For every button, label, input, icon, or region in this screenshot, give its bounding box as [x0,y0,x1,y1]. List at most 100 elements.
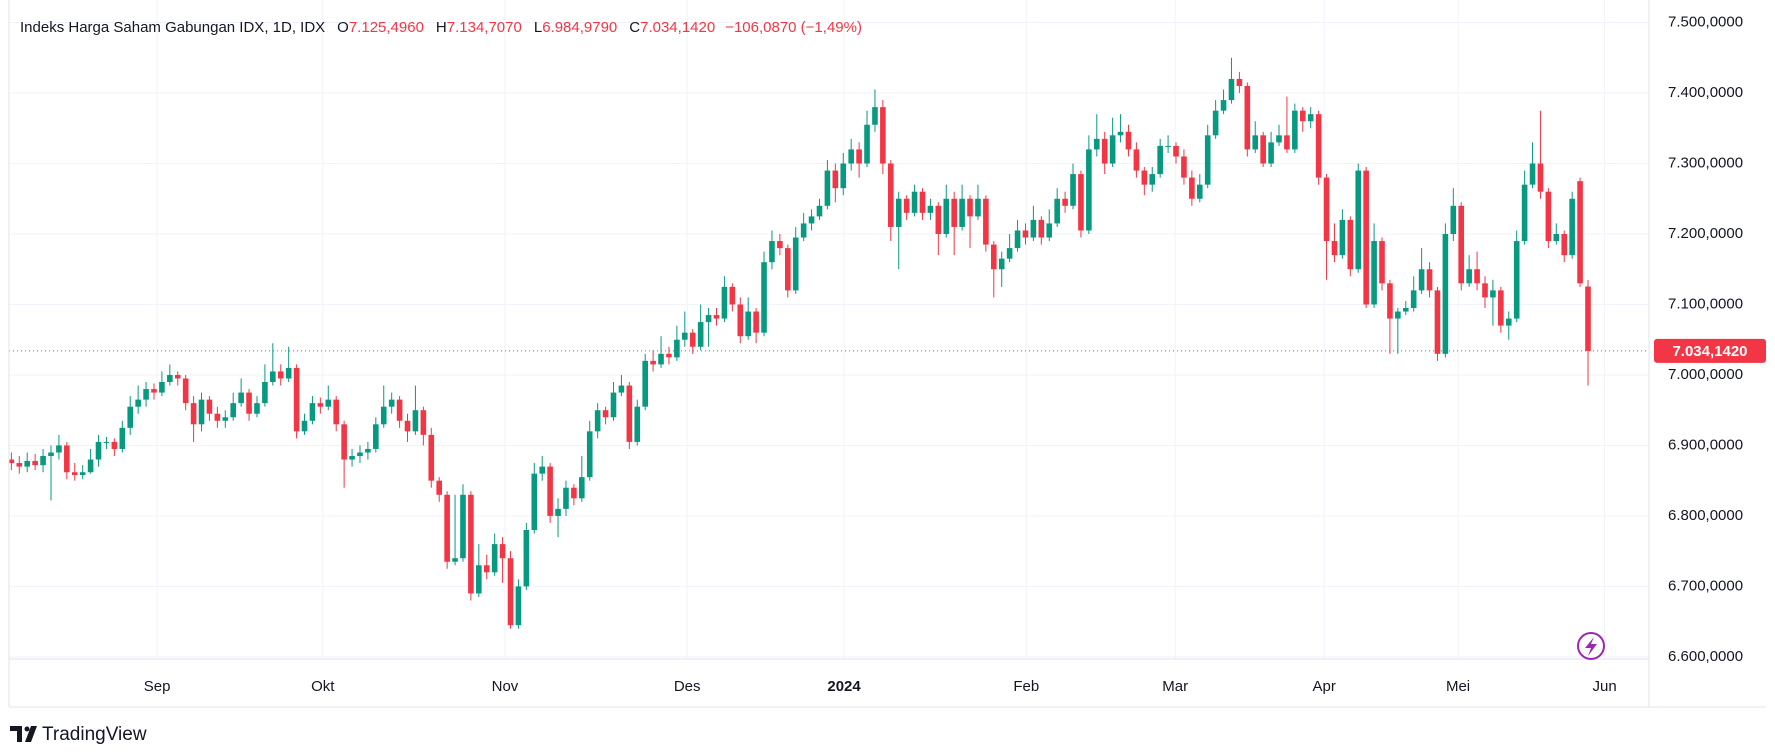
candle-body [840,163,847,189]
candle-body [848,149,854,164]
axes: 6.600,0000 6.700,0000 6.800,0000 6.900,0000… [144,14,1766,695]
x-tick-label: Jun [1593,678,1617,695]
candle-body [515,586,522,626]
candle-body [1236,78,1243,86]
candle-body [293,367,300,432]
x-tick-label: Nov [492,678,519,695]
candle-body [190,403,197,425]
candle-body [523,530,530,587]
candle-body [1189,177,1195,199]
candle-body [436,480,443,495]
candle-body [539,466,545,474]
y-tick-label: 7.100,0000 [1668,295,1743,312]
candle-body [824,170,831,206]
candle-body [887,163,894,227]
candle-body [1149,174,1156,185]
candle-body [79,472,86,476]
candle-body [428,434,435,481]
candle-body [737,304,744,337]
candle-body [222,417,229,421]
candle-body [1569,198,1575,256]
candle-body [705,315,712,323]
replay-icon[interactable] [1577,632,1605,660]
candle-body [1371,241,1377,305]
x-tick-label: Feb [1013,678,1039,695]
candle-body [262,382,268,404]
candle-body [1442,233,1449,354]
candle-body [491,544,498,573]
candle-body [412,410,419,432]
candle-body [95,441,102,460]
candle-body [460,494,466,559]
candle-body [1165,145,1171,147]
candle-body [1426,269,1433,291]
candle-body [1537,163,1544,192]
y-tick-label: 6.800,0000 [1668,507,1743,524]
candle-body [864,124,870,164]
candle-body [903,198,910,213]
candle-body [1086,149,1092,231]
candle-body [531,473,538,531]
candle-body [206,399,213,414]
candle-body [1070,174,1076,206]
brand-logo [10,726,37,742]
candle-body [1204,135,1211,185]
legend: Indeks Harga Saham Gabungan IDX, 1D, IDX… [20,19,862,36]
candle-body [1212,110,1219,136]
candle-body [927,205,934,213]
y-tick-label: 7.400,0000 [1668,84,1743,101]
candle-body [270,371,276,383]
candle-body [365,448,371,453]
candle-body [1196,184,1203,199]
candle-body [1379,241,1385,284]
candle-body [1292,110,1298,150]
legend-key: H [436,19,447,36]
candle-body [238,392,244,404]
candle-body [1054,198,1060,224]
candle-body [396,399,403,421]
candle-body [872,107,878,125]
candle-body [1284,135,1290,150]
candle-body [769,241,775,263]
candle-body [547,466,553,516]
legend-value: 7.125,4960 [349,19,424,36]
legend-key: L [534,19,542,36]
candle-body [1022,230,1029,238]
candle-body [56,445,62,453]
candle-body [285,367,292,379]
candle-body [1093,138,1100,150]
candle-body [832,170,839,189]
candle-body [792,237,799,291]
candle-body [119,427,126,449]
brand-name: TradingView [42,724,147,745]
candle-body [182,378,189,404]
brand[interactable]: TradingView [10,724,147,745]
candle-body [808,216,815,224]
candle-body [1529,163,1536,185]
x-tick-label: Okt [311,678,335,695]
candle-body [697,322,704,347]
candle-body [1260,135,1266,164]
candle-body [1553,233,1560,242]
candle-body [309,403,316,421]
candle-body [602,410,609,418]
candle-body [816,205,823,217]
candle-body [476,565,482,594]
candle-body [373,424,379,449]
y-tick-label: 6.700,0000 [1668,577,1743,594]
y-tick-label: 7.200,0000 [1668,225,1743,242]
candle-body [1141,170,1148,185]
x-tick-label: Mar [1162,678,1188,695]
y-tick-label: 6.900,0000 [1668,436,1743,453]
candle-body [1109,135,1116,164]
candle-body [626,385,633,442]
candle-body [420,410,427,435]
y-tick-label: 7.000,0000 [1668,366,1743,383]
candle-body [729,286,736,305]
candle-body [658,353,664,365]
candle-body [159,382,165,393]
candle-body [1014,230,1021,249]
candle-body [1513,241,1520,319]
candle-body [911,191,918,213]
